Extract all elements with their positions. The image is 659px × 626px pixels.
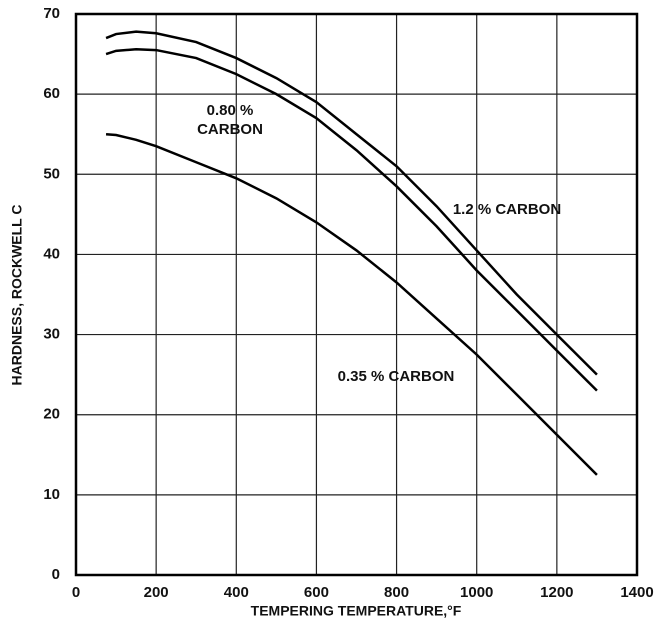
x-tick-label: 0 bbox=[72, 584, 80, 601]
series-line bbox=[105, 30, 598, 376]
y-axis-label: HARDNESS, ROCKWELL C bbox=[9, 205, 25, 386]
annotation: 0.35 % CARBON bbox=[338, 368, 455, 385]
y-tick-label: 40 bbox=[43, 245, 60, 262]
annotation: CARBON bbox=[197, 121, 263, 138]
series-line bbox=[105, 132, 598, 476]
y-tick-label: 20 bbox=[43, 406, 60, 423]
x-tick-label: 1400 bbox=[620, 584, 653, 601]
x-tick-label: 800 bbox=[384, 584, 409, 601]
y-tick-label: 30 bbox=[43, 326, 60, 343]
x-tick-label: 1000 bbox=[460, 584, 493, 601]
x-tick-label: 600 bbox=[304, 584, 329, 601]
x-tick-label: 1200 bbox=[540, 584, 573, 601]
x-tick-label: 200 bbox=[144, 584, 169, 601]
series-line bbox=[105, 48, 598, 392]
annotation: 1.2 % CARBON bbox=[453, 201, 561, 218]
x-axis-label: TEMPERING TEMPERATURE,°F bbox=[251, 603, 462, 619]
plot-frame bbox=[74, 12, 639, 577]
y-tick-label: 60 bbox=[43, 85, 60, 102]
x-tick-label: 400 bbox=[224, 584, 249, 601]
y-tick-label: 50 bbox=[43, 165, 60, 182]
y-tick-label: 0 bbox=[52, 566, 60, 583]
y-tick-label: 70 bbox=[43, 5, 60, 22]
annotation: 0.80 % bbox=[207, 102, 254, 119]
y-tick-label: 10 bbox=[43, 486, 60, 503]
